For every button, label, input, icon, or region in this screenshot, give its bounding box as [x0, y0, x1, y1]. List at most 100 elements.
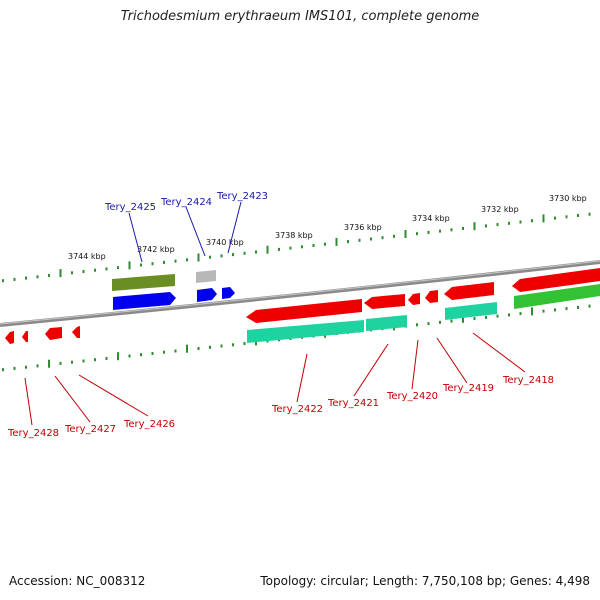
outer-minor-tick: [450, 228, 453, 232]
label-tery-2427[interactable]: Tery_2427: [64, 424, 116, 435]
gene-feature-teal-2[interactable]: [366, 315, 407, 331]
label-tery-2422[interactable]: Tery_2422: [271, 404, 323, 415]
outer-minor-tick: [485, 224, 487, 228]
outer-minor-tick: [358, 238, 361, 242]
inner-major-tick: [48, 359, 50, 368]
leader-tery-2426: [78, 374, 149, 417]
outer-minor-tick: [151, 262, 154, 266]
reverse-gene-labels: Tery_2428 Tery_2427 Tery_2426 Tery_2422 …: [7, 375, 554, 439]
label-tery-2424[interactable]: Tery_2424: [160, 197, 212, 208]
inner-minor-tick: [174, 349, 177, 353]
outer-major-tick: [404, 230, 407, 238]
ruler-label-3744: 3744 kbp: [68, 252, 106, 261]
gene-tery-2419[interactable]: [444, 282, 494, 300]
inner-minor-tick: [71, 360, 73, 364]
forward-gene-labels: Tery_2425 Tery_2424 Tery_2423: [104, 191, 268, 213]
gene-tery-2421[interactable]: [364, 294, 405, 309]
inner-minor-tick: [416, 323, 418, 327]
gene-feature-olive[interactable]: [112, 274, 175, 291]
outer-minor-tick: [71, 271, 73, 275]
outer-minor-tick: [427, 230, 430, 234]
gene-feature-gray[interactable]: [196, 270, 216, 283]
outer-minor-tick: [565, 215, 568, 219]
gene-feature-red-small[interactable]: [72, 326, 80, 338]
outer-minor-tick: [243, 251, 246, 255]
label-tery-2425[interactable]: Tery_2425: [104, 202, 156, 213]
outer-minor-tick: [174, 259, 177, 263]
outer-minor-tick: [36, 275, 39, 279]
gene-feature-green[interactable]: [514, 284, 600, 309]
inner-minor-tick: [508, 313, 510, 317]
gene-tery-2425[interactable]: [113, 292, 176, 310]
inner-major-tick: [531, 307, 533, 316]
inner-minor-tick: [105, 357, 108, 360]
gene-tery-2418[interactable]: [512, 268, 600, 292]
ruler-label-3736: 3736 kbp: [344, 223, 382, 232]
gene-tery-2426[interactable]: [45, 327, 62, 340]
outer-minor-tick: [531, 219, 533, 223]
inner-minor-tick: [473, 317, 476, 321]
ruler-label-3730: 3730 kbp: [549, 194, 587, 203]
gene-tery-2424[interactable]: [197, 288, 217, 302]
ruler-label-3734: 3734 kbp: [412, 214, 450, 223]
outer-minor-tick: [312, 244, 315, 247]
label-tery-2420[interactable]: Tery_2420: [386, 391, 438, 402]
outer-minor-tick: [370, 237, 372, 241]
inner-minor-tick: [243, 342, 246, 345]
outer-minor-tick: [588, 212, 591, 216]
gene-tery-2428[interactable]: [5, 331, 14, 344]
label-tery-2419[interactable]: Tery_2419: [442, 383, 494, 394]
outer-minor-tick: [117, 266, 119, 270]
ruler-label-3740: 3740 kbp: [206, 238, 244, 247]
inner-minor-tick: [197, 347, 200, 350]
gene-feature-red-2[interactable]: [425, 290, 438, 303]
leader-tery-2419: [436, 337, 468, 384]
ruler-label-3738: 3738 kbp: [275, 231, 313, 240]
outer-minor-tick: [462, 227, 464, 230]
gene-tery-2423[interactable]: [222, 287, 235, 299]
outer-minor-tick: [94, 268, 96, 272]
gene-tery-2422[interactable]: [246, 299, 362, 323]
leader-tery-2418: [472, 332, 526, 373]
inner-minor-tick: [128, 354, 131, 358]
gene-tery-2420[interactable]: [408, 293, 420, 305]
gene-feature-teal-1[interactable]: [247, 320, 364, 343]
label-tery-2421[interactable]: Tery_2421: [327, 398, 379, 409]
label-tery-2428[interactable]: Tery_2428: [7, 428, 59, 439]
outer-minor-tick: [48, 273, 50, 277]
leader-tery-2423: [227, 201, 242, 254]
inner-minor-tick: [232, 343, 234, 347]
gene-tery-2427[interactable]: [22, 331, 28, 342]
outer-minor-tick: [347, 240, 349, 244]
outer-major-tick: [335, 237, 338, 246]
label-tery-2423[interactable]: Tery_2423: [216, 191, 268, 202]
outer-minor-tick: [13, 277, 16, 281]
outer-minor-tick: [2, 279, 4, 283]
gene-feature-teal-3[interactable]: [445, 302, 497, 320]
label-tery-2426[interactable]: Tery_2426: [123, 419, 175, 430]
outer-major-tick: [197, 253, 200, 262]
inner-major-tick: [462, 314, 464, 323]
leader-tery-2427: [54, 375, 91, 423]
label-leaders: [24, 201, 526, 426]
inner-minor-tick: [151, 352, 154, 355]
leader-tery-2424: [185, 206, 206, 257]
inner-minor-tick: [542, 309, 545, 313]
inner-minor-tick: [59, 361, 62, 365]
outer-minor-tick: [186, 258, 188, 262]
outer-minor-tick: [140, 263, 142, 267]
leader-tery-2422: [296, 353, 308, 403]
inner-major-tick: [117, 352, 119, 361]
inner-minor-tick: [220, 344, 223, 348]
inner-minor-tick: [485, 315, 487, 319]
ruler-label-3742: 3742 kbp: [137, 245, 175, 254]
outer-minor-tick: [163, 260, 165, 264]
inner-minor-tick: [13, 366, 16, 370]
accession-text: Accession: NC_008312: [9, 574, 146, 588]
label-tery-2418[interactable]: Tery_2418: [502, 375, 554, 386]
outer-minor-tick: [301, 245, 303, 249]
inner-minor-tick: [577, 305, 579, 309]
genome-summary-text: Topology: circular; Length: 7,750,108 bp…: [260, 574, 590, 588]
outer-minor-tick: [496, 223, 499, 227]
